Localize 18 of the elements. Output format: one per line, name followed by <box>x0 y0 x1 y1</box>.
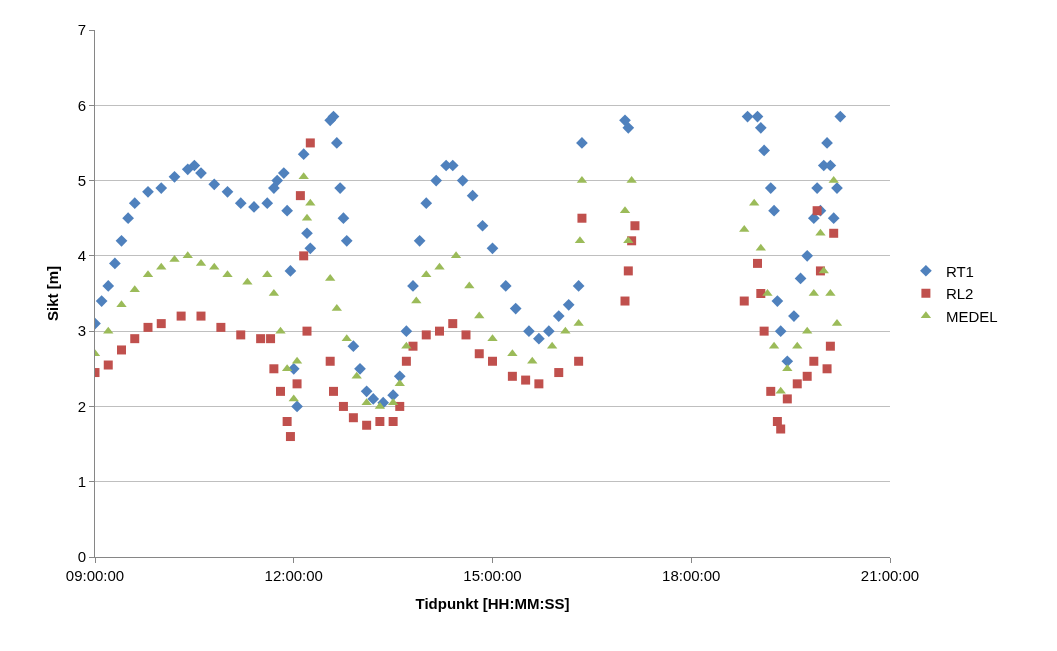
y-tick-label: 0 <box>77 548 86 566</box>
x-axis-title: Tidpunkt [HH:MM:SS] <box>415 595 570 612</box>
y-tick-label: 3 <box>77 322 86 340</box>
y-tick-label: 5 <box>77 171 86 189</box>
x-tick-label: 21:00:00 <box>860 567 920 584</box>
y-tick-label: 4 <box>77 247 86 265</box>
legend-label: RL2 <box>945 285 974 303</box>
x-tick-label: 09:00:00 <box>65 567 125 584</box>
y-tick-label: 6 <box>77 96 86 114</box>
y-axis-title: Sikt [m] <box>43 265 61 322</box>
y-tick-label: 7 <box>77 21 86 39</box>
y-tick-label: 2 <box>77 397 86 415</box>
x-tick-label: 15:00:00 <box>463 567 522 584</box>
legend-label: MEDEL <box>945 307 998 325</box>
y-tick-label: 1 <box>77 472 86 490</box>
x-tick-label: 12:00:00 <box>264 567 323 584</box>
legend-label: RT1 <box>945 262 974 280</box>
x-tick-label: 18:00:00 <box>662 567 721 584</box>
